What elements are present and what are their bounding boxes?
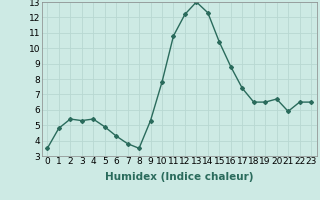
X-axis label: Humidex (Indice chaleur): Humidex (Indice chaleur) (105, 172, 253, 182)
